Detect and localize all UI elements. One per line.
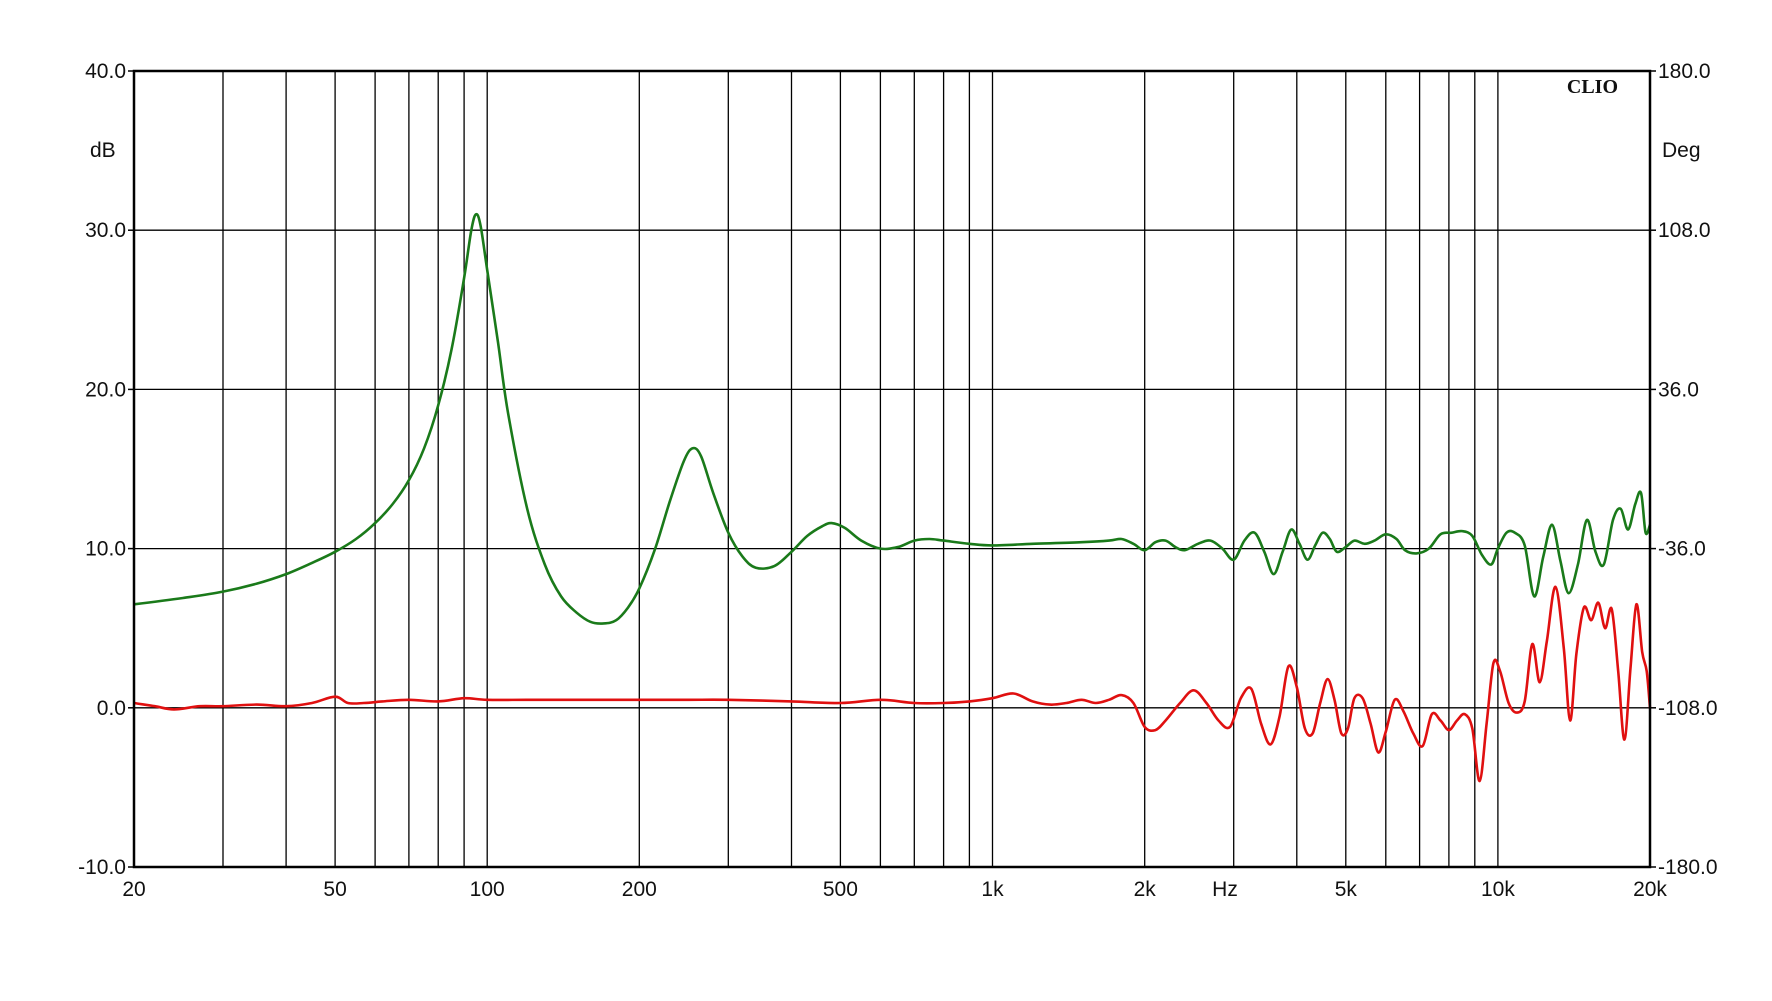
x-tick-label: 50 <box>323 878 346 901</box>
y-left-tick-label: 30.0 <box>85 219 126 242</box>
x-tick-label: 2k <box>1134 878 1157 901</box>
y-right-tick-label: -180.0 <box>1658 856 1718 879</box>
y-left-tick-label: 20.0 <box>85 378 126 401</box>
series-red-curve <box>133 585 1652 783</box>
y-left-tick-label: -10.0 <box>78 856 126 879</box>
x-tick-label: 10k <box>1481 878 1515 901</box>
x-tick-label: 1k <box>981 878 1004 901</box>
axis-labels: -10.0 0.0 10.0 20.0 30.0 40.0 -180.0 -108.0 -36.… <box>78 60 1717 901</box>
x-axis-unit: Hz <box>1212 878 1238 901</box>
y-left-tick-label: 40.0 <box>85 60 126 83</box>
x-tick-label: 100 <box>470 878 505 901</box>
plot-series <box>133 212 1652 783</box>
y-left-tick-label: 0.0 <box>97 697 126 720</box>
y-right-tick-label: -36.0 <box>1658 538 1706 561</box>
y-left-tick-label: 10.0 <box>85 538 126 561</box>
y-right-tick-label: 180.0 <box>1658 60 1711 83</box>
right-axis-unit: Deg <box>1662 139 1701 162</box>
plot-frame <box>132 69 1652 869</box>
clio-logo: CLIO <box>1567 76 1618 98</box>
grid-lines <box>134 71 1650 867</box>
y-right-tick-label: 108.0 <box>1658 219 1711 242</box>
x-tick-label: 20 <box>122 878 145 901</box>
y-right-tick-label: -108.0 <box>1658 697 1718 720</box>
x-tick-label: 5k <box>1335 878 1358 901</box>
left-axis-unit: dB <box>90 139 116 162</box>
x-tick-label: 500 <box>823 878 858 901</box>
x-tick-label: 200 <box>622 878 657 901</box>
x-tick-label: 20k <box>1633 878 1667 901</box>
y-right-tick-label: 36.0 <box>1658 378 1699 401</box>
series-green-curve <box>133 212 1652 625</box>
